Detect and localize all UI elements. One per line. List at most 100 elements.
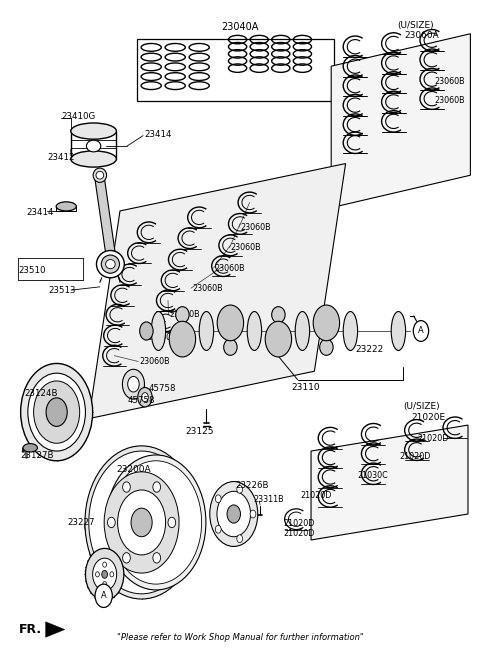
Text: 23060B: 23060B: [215, 263, 245, 273]
Polygon shape: [311, 425, 468, 540]
Ellipse shape: [86, 140, 101, 152]
Text: 21020D: 21020D: [418, 434, 449, 443]
Ellipse shape: [140, 322, 153, 340]
Circle shape: [237, 535, 242, 543]
Text: 23125: 23125: [185, 427, 214, 436]
Circle shape: [85, 446, 198, 599]
Text: 23060A: 23060A: [404, 31, 439, 40]
Text: 23414: 23414: [144, 130, 171, 139]
Text: 23510: 23510: [18, 266, 46, 275]
Circle shape: [123, 482, 130, 492]
Circle shape: [216, 495, 221, 502]
Ellipse shape: [320, 339, 333, 356]
Ellipse shape: [272, 306, 285, 323]
Circle shape: [128, 376, 139, 392]
Polygon shape: [46, 622, 65, 637]
Polygon shape: [95, 180, 116, 260]
Polygon shape: [331, 34, 470, 208]
Circle shape: [104, 472, 179, 573]
Text: 23060B: 23060B: [434, 77, 465, 86]
Text: 23060B: 23060B: [240, 223, 271, 232]
Text: 23060B: 23060B: [169, 310, 200, 319]
Circle shape: [103, 562, 107, 567]
Circle shape: [210, 482, 258, 546]
Circle shape: [106, 455, 206, 590]
Text: 23410G: 23410G: [61, 112, 96, 121]
Text: 45758: 45758: [127, 396, 155, 405]
Ellipse shape: [71, 151, 117, 167]
Circle shape: [153, 482, 160, 492]
Circle shape: [102, 570, 108, 578]
Ellipse shape: [247, 312, 262, 350]
Circle shape: [93, 558, 117, 591]
Circle shape: [153, 553, 160, 563]
Circle shape: [142, 393, 148, 402]
Circle shape: [250, 510, 256, 518]
Ellipse shape: [106, 260, 115, 269]
Circle shape: [227, 505, 240, 523]
Text: (U/SIZE): (U/SIZE): [397, 21, 433, 31]
Circle shape: [131, 508, 152, 537]
Text: 21030C: 21030C: [358, 471, 388, 480]
Bar: [137, 39, 334, 101]
Circle shape: [138, 387, 152, 407]
Text: 23412: 23412: [47, 153, 74, 162]
Ellipse shape: [169, 321, 196, 357]
Text: "Please refer to Work Shop Manual for further information": "Please refer to Work Shop Manual for fu…: [117, 633, 363, 642]
Text: 23127B: 23127B: [20, 451, 54, 460]
Text: 23513: 23513: [48, 286, 75, 295]
Ellipse shape: [151, 312, 166, 350]
Text: 21020E: 21020E: [411, 413, 445, 422]
Ellipse shape: [224, 339, 237, 356]
Text: 23060B: 23060B: [139, 357, 170, 366]
Circle shape: [216, 526, 221, 533]
Text: 21020D: 21020D: [283, 519, 314, 528]
Text: 23060B: 23060B: [434, 96, 465, 105]
Circle shape: [110, 461, 202, 584]
Circle shape: [217, 491, 251, 537]
Text: 45758: 45758: [149, 384, 176, 393]
Circle shape: [122, 553, 130, 563]
Text: 23222: 23222: [355, 345, 384, 354]
Text: (U/SIZE): (U/SIZE): [403, 402, 440, 411]
Text: 23124B: 23124B: [24, 389, 58, 398]
Ellipse shape: [101, 255, 120, 273]
Circle shape: [46, 398, 67, 426]
Ellipse shape: [313, 305, 340, 341]
Text: 21020D: 21020D: [300, 491, 331, 500]
Circle shape: [34, 381, 80, 443]
Text: 23060B: 23060B: [192, 284, 223, 293]
Circle shape: [85, 548, 124, 600]
Ellipse shape: [343, 312, 358, 350]
Ellipse shape: [217, 305, 243, 341]
Circle shape: [21, 363, 93, 461]
Text: 23060B: 23060B: [230, 243, 261, 252]
Text: 23226B: 23226B: [235, 481, 269, 490]
Text: FR.: FR.: [19, 623, 42, 636]
Circle shape: [108, 517, 115, 528]
Circle shape: [122, 369, 144, 399]
Text: 23200A: 23200A: [116, 465, 151, 474]
Circle shape: [28, 373, 85, 451]
Circle shape: [118, 490, 166, 555]
Ellipse shape: [96, 171, 104, 179]
Circle shape: [237, 485, 242, 493]
Text: 21020D: 21020D: [399, 452, 431, 461]
Text: 23311B: 23311B: [253, 495, 284, 504]
Ellipse shape: [71, 123, 117, 139]
Circle shape: [103, 582, 107, 587]
Text: 23060B: 23060B: [146, 333, 177, 342]
Text: A: A: [101, 591, 107, 600]
Circle shape: [95, 584, 112, 607]
Text: 23227: 23227: [67, 518, 95, 527]
Ellipse shape: [199, 312, 214, 350]
Ellipse shape: [295, 312, 310, 350]
Circle shape: [110, 572, 114, 577]
Circle shape: [168, 517, 176, 528]
Text: 21020D: 21020D: [283, 529, 314, 538]
Ellipse shape: [265, 321, 291, 357]
Polygon shape: [89, 164, 346, 419]
Ellipse shape: [93, 168, 107, 182]
Circle shape: [96, 572, 99, 577]
Text: 23414: 23414: [26, 208, 54, 217]
